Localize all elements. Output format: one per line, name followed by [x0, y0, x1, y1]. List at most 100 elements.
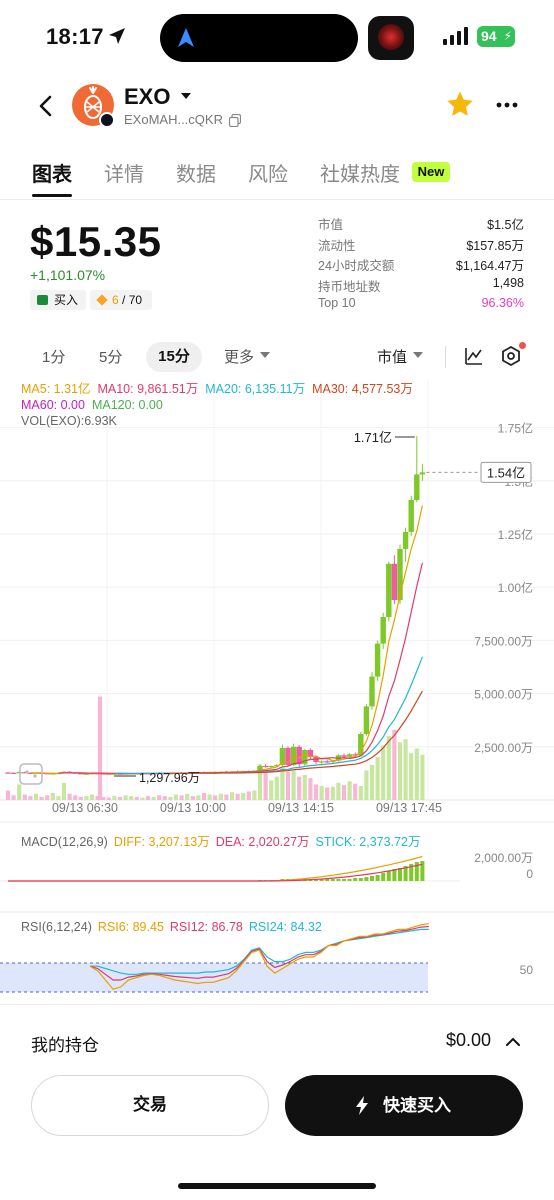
macd-bar	[409, 864, 414, 881]
live-activity-thumbnail	[368, 16, 414, 60]
timeframe-15m[interactable]: 15分	[146, 342, 202, 372]
candle-body	[380, 617, 386, 644]
stat-label: 持币地址数	[318, 279, 381, 294]
y-tick-label: 1.25亿	[498, 527, 533, 542]
volume-bar	[218, 793, 223, 800]
candle-body	[106, 773, 112, 775]
timeframe-1m[interactable]: 1分	[42, 349, 66, 366]
rsi-y-label: 50	[520, 963, 534, 977]
volume-bar	[213, 795, 218, 800]
safety-score-chip[interactable]: 6 / 70	[90, 290, 152, 310]
favorite-star-icon[interactable]	[446, 90, 474, 118]
buy-chip[interactable]: 买入	[30, 290, 86, 310]
quick-buy-button[interactable]: 快速买入	[285, 1075, 523, 1136]
candle-body	[5, 772, 11, 774]
macd-bar	[336, 879, 341, 881]
volume-bar	[134, 796, 139, 800]
macd-bar	[347, 879, 352, 881]
macd-bar	[375, 875, 380, 881]
volume-bar	[196, 795, 201, 800]
cellular-signal-icon	[443, 27, 468, 45]
volume-bar	[33, 793, 39, 800]
volume-bar	[241, 792, 246, 800]
candle-body	[330, 760, 336, 762]
volume-bar	[235, 793, 240, 800]
rsi12-line	[89, 925, 429, 981]
more-caret-icon[interactable]	[260, 352, 270, 359]
macd-bar	[420, 861, 425, 881]
volume-bar	[97, 696, 103, 800]
volume-bar	[252, 790, 257, 800]
safety-score-total: / 70	[122, 293, 143, 307]
current-price-label: 1.54亿	[487, 465, 525, 480]
volume-bar	[420, 754, 425, 800]
chain-badge-icon	[99, 112, 115, 128]
candle-body	[285, 747, 291, 765]
macd-bar	[325, 879, 330, 881]
volume-bar	[95, 796, 100, 800]
volume-bar	[375, 757, 380, 800]
macd-label: MACD(12,26,9)	[21, 835, 108, 849]
ma20-value: MA20: 6,135.11万	[205, 382, 306, 396]
volume-bar	[78, 796, 83, 800]
timeframe-more[interactable]: 更多	[224, 349, 255, 366]
location-arrow-icon	[109, 28, 125, 44]
y-tick-label: 1.00亿	[498, 580, 533, 595]
current-price-tag	[480, 461, 532, 483]
candle-body	[318, 761, 325, 763]
chart-settings-icon[interactable]	[500, 345, 522, 367]
volume-bar	[22, 794, 27, 800]
caret-down-icon[interactable]	[180, 92, 192, 100]
rsi24-line	[90, 928, 429, 975]
tab-bar: 图表 详情 数据 风险 社媒热度 New	[0, 150, 554, 200]
market-cap-toggle[interactable]: 市值	[377, 349, 408, 366]
tab-details[interactable]: 详情	[104, 164, 144, 186]
wallet-icon	[37, 295, 48, 305]
back-icon[interactable]	[36, 94, 56, 118]
macd-bar	[342, 879, 346, 881]
candle-body	[307, 749, 314, 758]
my-holdings-bar[interactable]: 我的持仓 $0.00	[0, 1004, 554, 1068]
volume-bar	[106, 797, 111, 800]
ma10-value: MA10: 9,861.51万	[97, 382, 199, 396]
token-name[interactable]: EXO	[124, 84, 171, 109]
candle-body	[374, 643, 381, 677]
market-cap-caret-icon[interactable]	[413, 352, 423, 359]
price-change: +1,101.07%	[30, 267, 106, 283]
volume-bar	[269, 780, 274, 800]
more-options-icon[interactable]	[496, 102, 518, 108]
pineapple-icon	[84, 86, 102, 119]
macd-bar	[353, 878, 358, 881]
volume-bar	[358, 785, 363, 800]
trade-button[interactable]: 交易	[31, 1075, 269, 1136]
y-tick-label: 1.75亿	[498, 421, 533, 436]
status-bar: 18:17 94 ⚡	[0, 0, 554, 76]
candle-body	[346, 754, 353, 757]
candle-body	[50, 773, 56, 775]
active-tab-indicator	[32, 194, 72, 197]
volume-bar	[369, 764, 375, 800]
volume-bar	[397, 742, 403, 800]
indicator-icon[interactable]	[464, 346, 484, 366]
tab-risk[interactable]: 风险	[248, 164, 288, 186]
volume-bar	[224, 794, 229, 800]
tab-chart[interactable]: 图表	[32, 164, 72, 186]
candle-body	[363, 706, 370, 735]
copy-icon[interactable]	[229, 114, 241, 127]
candle-body	[111, 773, 118, 775]
diamond-icon	[96, 294, 108, 306]
volume-bar	[291, 770, 296, 800]
rsi12-value: RSI12: 86.78	[169, 920, 243, 934]
timeframe-5m[interactable]: 5分	[99, 349, 123, 366]
tab-data[interactable]: 数据	[176, 164, 216, 186]
volume-bar	[67, 793, 72, 800]
candle-body	[83, 773, 90, 775]
price-chart[interactable]: 1.75亿1.5亿1.25亿1.00亿7,500.00万5,000.00万2,5…	[0, 378, 554, 1000]
candle-body	[386, 563, 392, 618]
volume-bar	[45, 795, 50, 800]
ma5-value: MA5: 1.31亿	[21, 382, 91, 396]
ma60-value: MA60: 0.00	[21, 398, 85, 412]
chevron-up-icon[interactable]	[506, 1037, 520, 1046]
tab-social-heat[interactable]: 社媒热度	[320, 164, 400, 186]
new-badge: New	[412, 162, 450, 182]
